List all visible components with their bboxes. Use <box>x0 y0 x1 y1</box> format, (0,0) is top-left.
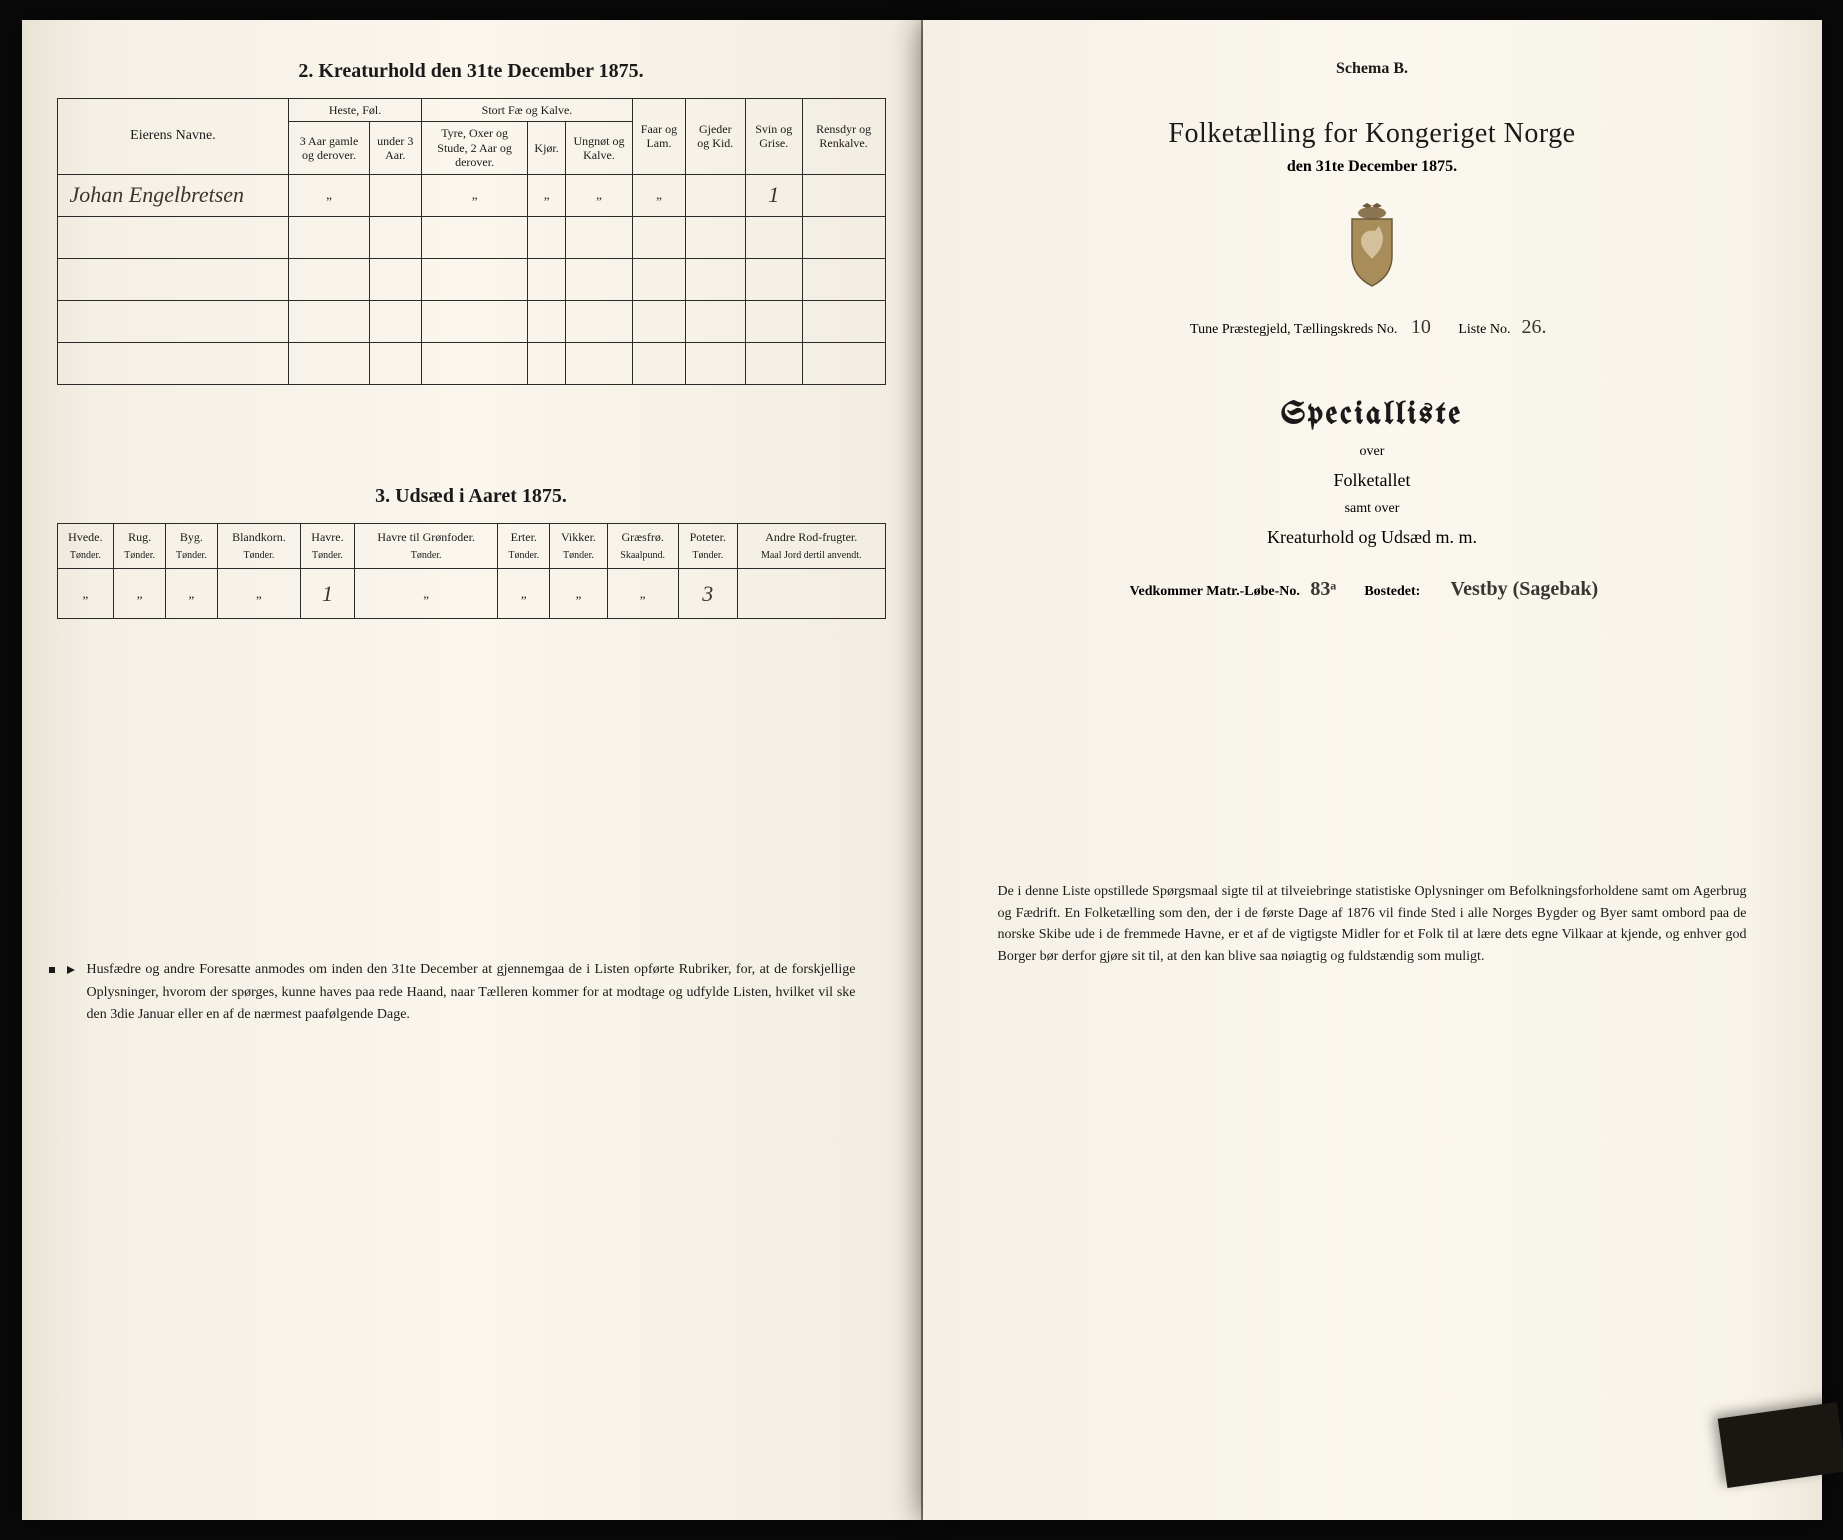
cell <box>369 174 421 216</box>
th: Vikker.Tønder. <box>550 523 608 569</box>
cell: 1 <box>745 174 802 216</box>
th-gjeder: Gjeder og Kid. <box>685 99 745 175</box>
table-row <box>57 216 885 258</box>
cell: „ <box>550 569 608 619</box>
th-rensdyr: Rensdyr og Renkalve. <box>802 99 885 175</box>
cell: „ <box>289 174 369 216</box>
table-row <box>57 300 885 342</box>
cell: „ <box>528 174 565 216</box>
th-stort-c: Ungnøt og Kalve. <box>565 122 632 174</box>
cell: 3 <box>678 569 737 619</box>
th: Blandkorn.Tønder. <box>217 523 300 569</box>
table-row: Johan Engelbretsen „ „ „ „ „ 1 <box>57 174 885 216</box>
th-stort: Stort Fæ og Kalve. <box>421 99 632 122</box>
section3-title: 3. Udsæd i Aaret 1875. <box>57 485 886 508</box>
th-heste: Heste, Føl. <box>289 99 421 122</box>
seed-table: Hvede.Tønder. Rug.Tønder. Byg.Tønder. Bl… <box>57 523 886 620</box>
th-heste-a: 3 Aar gamle og derover. <box>289 122 369 174</box>
cell: „ <box>114 569 166 619</box>
cell: „ <box>217 569 300 619</box>
th: Poteter.Tønder. <box>678 523 737 569</box>
parish-line: Tune Præstegjeld, Tællingskreds No. 10 L… <box>958 316 1787 339</box>
document-spread: 2. Kreaturhold den 31te December 1875. E… <box>22 20 1822 1520</box>
th: Græsfrø.Skaalpund. <box>607 523 678 569</box>
cell: 1 <box>301 569 355 619</box>
th-heste-b: under 3 Aar. <box>369 122 421 174</box>
th: Havre.Tønder. <box>301 523 355 569</box>
th-stort-a: Tyre, Oxer og Stude, 2 Aar og derover. <box>421 122 528 174</box>
samt-over-label: samt over <box>958 501 1787 517</box>
th: Byg.Tønder. <box>166 523 218 569</box>
cell: „ <box>57 569 114 619</box>
cell <box>802 174 885 216</box>
matr-value: 83ᵃ <box>1303 578 1343 601</box>
right-footnote: De i denne Liste opstillede Spørgsmaal s… <box>958 881 1787 968</box>
pointing-hand-icon <box>47 961 77 979</box>
kreds-value: 10 <box>1401 316 1441 339</box>
kreaturhold-label: Kreaturhold og Udsæd m. m. <box>958 527 1787 548</box>
th: Andre Rod-frugter.Maal Jord dertil anven… <box>737 523 885 569</box>
section2-title: 2. Kreaturhold den 31te December 1875. <box>57 60 886 83</box>
cell: „ <box>354 569 497 619</box>
th-eier: Eierens Navne. <box>57 99 289 175</box>
folketallet-label: Folketallet <box>958 470 1787 491</box>
page-corner-shadow <box>1717 1402 1843 1488</box>
livestock-table: Eierens Navne. Heste, Føl. Stort Fæ og K… <box>57 98 886 385</box>
census-title: Folketælling for Kongeriget Norge <box>958 118 1787 150</box>
liste-label: Liste No. <box>1458 322 1510 337</box>
schema-label: Schema B. <box>958 60 1787 78</box>
census-date: den 31te December 1875. <box>958 158 1787 176</box>
table-row <box>57 342 885 384</box>
cell: „ <box>633 174 686 216</box>
cell: „ <box>565 174 632 216</box>
th: Hvede.Tønder. <box>57 523 114 569</box>
cell: „ <box>498 569 550 619</box>
cell: „ <box>607 569 678 619</box>
bostedet-value: Vestby (Sagebak) <box>1434 578 1614 601</box>
specialliste-title: Specialliste <box>958 399 1787 432</box>
over-label: over <box>958 444 1787 460</box>
parish-label: Tune Præstegjeld, Tællingskreds No. <box>1190 322 1397 337</box>
vedkommer-label: Vedkommer Matr.-Løbe-No. <box>1130 584 1300 599</box>
th-faar: Faar og Lam. <box>633 99 686 175</box>
th-stort-b: Kjør. <box>528 122 565 174</box>
left-page: 2. Kreaturhold den 31te December 1875. E… <box>22 20 923 1520</box>
liste-value: 26. <box>1514 316 1554 339</box>
th: Havre til Grønfoder.Tønder. <box>354 523 497 569</box>
th: Rug.Tønder. <box>114 523 166 569</box>
footnote-text: Husfædre og andre Foresatte anmodes om i… <box>87 962 856 1022</box>
cell <box>737 569 885 619</box>
cell-eier: Johan Engelbretsen <box>57 174 289 216</box>
cell: „ <box>421 174 528 216</box>
matr-line: Vedkommer Matr.-Løbe-No. 83ᵃ Bostedet: V… <box>958 578 1787 601</box>
right-page: Schema B. Folketælling for Kongeriget No… <box>923 20 1822 1520</box>
th: Erter.Tønder. <box>498 523 550 569</box>
bostedet-label: Bostedet: <box>1364 584 1420 599</box>
th-svin: Svin og Grise. <box>745 99 802 175</box>
cell <box>685 174 745 216</box>
left-footnote: Husfædre og andre Foresatte anmodes om i… <box>57 959 886 1026</box>
cell: „ <box>166 569 218 619</box>
coat-of-arms-icon <box>1337 201 1407 291</box>
table-header-row: Hvede.Tønder. Rug.Tønder. Byg.Tønder. Bl… <box>57 523 885 569</box>
table-row: „ „ „ „ 1 „ „ „ „ 3 <box>57 569 885 619</box>
table-row <box>57 258 885 300</box>
